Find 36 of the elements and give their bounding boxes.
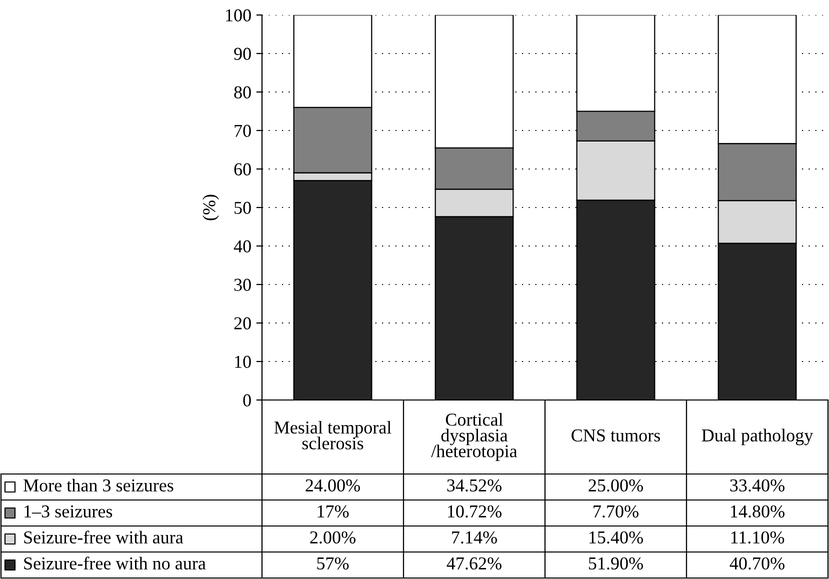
y-tick-label: 20	[234, 317, 251, 330]
y-tick-label: 70	[234, 124, 251, 137]
data-label: 40.70%	[730, 557, 784, 570]
data-label: 47.62%	[446, 557, 502, 570]
y-tick-label: 60	[234, 163, 251, 176]
y-tick-label: 90	[234, 48, 251, 60]
data-label: 17%	[318, 505, 349, 518]
x-tick-label: Mesial temporal sclerosis	[274, 420, 392, 450]
y-tick-label: 80	[234, 86, 251, 98]
data-label: 34.52%	[447, 479, 502, 492]
x-tick-label: CNS tumors	[572, 429, 660, 442]
legend-label: More than 3 seizures	[24, 478, 174, 492]
legend-label: 1–3 seizures	[24, 505, 112, 518]
data-label: 11.10%	[731, 531, 784, 544]
data-label: 25.00%	[588, 479, 643, 492]
y-tick-label: 30	[234, 278, 251, 291]
data-label: 33.40%	[730, 479, 784, 492]
y-tick-label: 100	[226, 9, 251, 22]
y-tick-label: 0	[243, 394, 251, 406]
data-label: 14.80%	[731, 505, 784, 518]
data-label: 7.70%	[594, 505, 638, 518]
y-tick-label: 40	[234, 240, 251, 252]
data-label: 51.90%	[588, 557, 643, 570]
x-tick-label: Dual pathology	[702, 428, 814, 446]
data-label: 2.00%	[310, 531, 356, 544]
data-label: 7.14%	[452, 531, 497, 544]
legend-label: Seizure-free with no aura	[24, 556, 206, 570]
data-label: 57%	[317, 557, 349, 570]
data-label: 10.72%	[448, 505, 502, 518]
y-tick-label: 10	[235, 356, 251, 368]
x-tick-label: Cortical dysplasia /heterotopia	[431, 413, 518, 461]
data-label: 24.00%	[306, 479, 360, 492]
data-label: 15.40%	[590, 531, 643, 544]
y-axis-title: (%)	[202, 194, 219, 220]
y-tick-label: 50	[234, 202, 251, 214]
legend-label: Seizure-free with aura	[24, 530, 184, 544]
